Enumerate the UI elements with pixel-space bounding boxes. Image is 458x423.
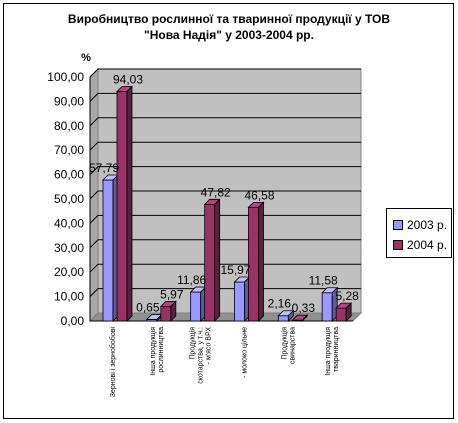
legend-swatch-2004	[393, 240, 403, 250]
bar-2004-side	[301, 314, 308, 322]
y-tick-label: 50,00	[54, 192, 84, 206]
category-label: скотарства, у т.ч.:	[198, 327, 205, 384]
data-label-2004: 5,28	[335, 289, 359, 303]
category-label: рослинництва	[158, 327, 165, 373]
gridline	[89, 239, 361, 249]
category-label: - м'ясо ВРХ	[206, 327, 213, 365]
category-label: свинарства	[289, 327, 296, 364]
bar-2004-side	[345, 302, 352, 322]
y-tick-label: 80,00	[54, 119, 84, 133]
legend-label-2003: 2003 р.	[407, 218, 448, 232]
category-label: тваринництва	[333, 327, 340, 372]
data-label-2004: 46,58	[244, 188, 274, 202]
bar-2004-side	[170, 300, 177, 322]
data-label-2003: 15,97	[220, 263, 250, 277]
y-tick-label: 20,00	[54, 265, 84, 279]
y-tick-label: 10,00	[54, 290, 84, 304]
bar-2004-front	[335, 307, 347, 322]
legend-item-2003: 2003 р.	[393, 218, 447, 232]
category-label: Продукція	[189, 327, 197, 360]
data-label-2003: 11,58	[309, 274, 338, 288]
y-tick-label: 70,00	[54, 143, 84, 157]
category-label: Інша продукція	[149, 327, 157, 376]
gridline	[89, 263, 361, 273]
bar-2004-side	[126, 85, 133, 322]
gridline	[89, 68, 361, 78]
data-label-2004: 0,33	[292, 301, 316, 315]
data-label-2003: 2,16	[268, 297, 292, 311]
data-label-2004: 5,97	[160, 287, 184, 301]
bar-2003-front	[277, 315, 289, 322]
category-label: - молоко цільне	[240, 327, 248, 378]
gridline	[89, 117, 361, 127]
bar-2003-front	[102, 179, 114, 322]
bar-2004-side	[258, 201, 264, 322]
legend: 2003 р. 2004 р.	[386, 208, 452, 258]
legend-item-2004: 2004 р.	[393, 238, 447, 252]
y-tick-label: 100,00	[47, 70, 84, 84]
gridline	[89, 141, 361, 151]
gridline	[89, 190, 361, 200]
category-label: Продукція	[280, 327, 288, 360]
data-label-2003: 11,86	[177, 273, 206, 287]
bar-2004-front	[204, 203, 216, 322]
bar-2003-front	[321, 292, 333, 322]
gridline	[89, 92, 361, 102]
bar-2004-front	[160, 306, 172, 322]
gridline	[89, 288, 361, 297]
y-tick-label: 60,00	[54, 168, 84, 182]
data-label-2004: 47,82	[201, 185, 231, 199]
legend-swatch-2003	[393, 220, 403, 230]
bar-2004-side	[214, 198, 221, 322]
gridline	[89, 166, 361, 175]
data-label-2003: 57,79	[89, 161, 119, 175]
data-label-2004: 94,03	[113, 73, 143, 87]
gridline	[89, 214, 361, 224]
bar-2003-side	[287, 309, 294, 322]
chart-title-line-1: Виробництво рослинної та тваринної проду…	[67, 12, 391, 26]
chart-title-line-2: "Нова Надія" у 2003-2004 рр.	[144, 28, 314, 42]
bar-2003-front	[234, 281, 245, 322]
y-unit-label: %	[81, 52, 91, 64]
y-tick-label: 30,00	[54, 241, 84, 255]
y-tick-label: 0,00	[61, 314, 85, 328]
y-tick-label: 40,00	[54, 216, 84, 230]
category-label: Зернові і зернобобові	[109, 327, 117, 398]
bar-2004-front	[116, 91, 128, 322]
category-label: Інша продукція	[324, 327, 332, 376]
chart-title: Виробництво рослинної та тваринної проду…	[0, 11, 458, 43]
bar-2003-front	[190, 291, 202, 322]
data-label-2003: 0,65	[136, 300, 160, 314]
y-tick-label: 90,00	[54, 94, 84, 108]
legend-label-2004: 2004 р.	[407, 238, 448, 252]
